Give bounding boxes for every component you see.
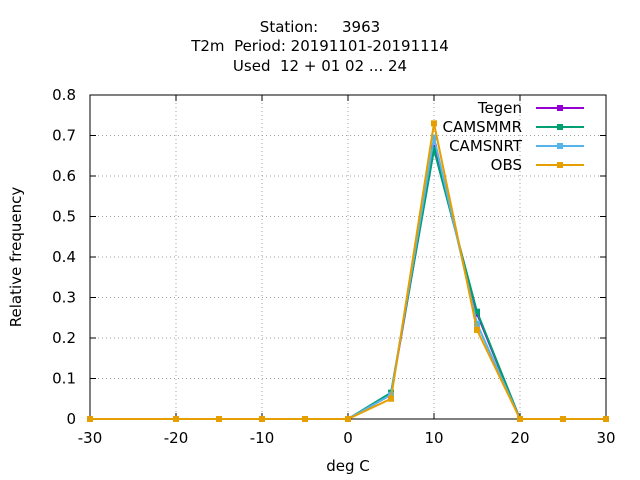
x-tick-label: -20 xyxy=(164,429,189,447)
data-point-obs xyxy=(216,416,222,422)
series-line-obs xyxy=(90,123,606,420)
chart-title-line-2: T2m Period: 20191101-20191114 xyxy=(191,37,449,55)
x-tick-label: 20 xyxy=(510,429,529,447)
y-tick-label: 0 xyxy=(66,410,76,428)
legend-label-tegen: Tegen xyxy=(477,99,522,117)
data-point-obs xyxy=(388,395,394,402)
data-point-obs xyxy=(173,416,179,422)
x-tick-label: 10 xyxy=(424,429,443,447)
data-point-obs xyxy=(474,326,480,333)
data-point-obs xyxy=(517,416,523,422)
x-tick-label: 0 xyxy=(343,429,353,447)
legend-marker-camsnrt xyxy=(557,143,563,149)
x-tick-label: -10 xyxy=(250,429,275,447)
y-tick-label: 0.1 xyxy=(52,370,76,388)
legend-marker-obs xyxy=(557,162,563,168)
data-point-obs xyxy=(345,416,351,422)
data-point-obs xyxy=(259,416,265,422)
legend-label-obs: OBS xyxy=(491,156,522,174)
series-layer xyxy=(87,120,609,422)
legend-label-camsmmr: CAMSMMR xyxy=(442,118,522,136)
axis-ticks: -30 -20 -10 0 10 20 30 0 0.1 0.2 0.3 0.4 0.5 0.6 0.7 0.… xyxy=(52,86,615,447)
y-tick-label: 0.7 xyxy=(52,127,76,145)
data-point-camsnrt xyxy=(431,134,437,141)
data-point-obs xyxy=(87,416,93,422)
data-point-obs xyxy=(603,416,609,422)
chart-title-line-3: Used 12 + 01 02 ... 24 xyxy=(232,57,408,75)
chart-title-line-1: Station: 3963 xyxy=(259,18,381,36)
y-tick-label: 0.4 xyxy=(52,248,76,266)
legend-label-camsnrt: CAMSNRT xyxy=(449,137,523,155)
data-point-obs xyxy=(560,416,566,422)
y-axis-label: Relative frequency xyxy=(7,187,25,328)
y-tick-label: 0.5 xyxy=(52,208,76,226)
x-tick-label: 30 xyxy=(596,429,615,447)
data-point-obs xyxy=(302,416,308,422)
x-axis-label: deg C xyxy=(326,457,370,475)
grid xyxy=(90,95,606,419)
data-point-obs xyxy=(431,120,437,127)
y-tick-label: 0.8 xyxy=(52,86,76,104)
y-tick-label: 0.6 xyxy=(52,167,76,185)
x-tick-label: -30 xyxy=(78,429,103,447)
legend-marker-tegen xyxy=(557,105,563,111)
legend-marker-camsmmr xyxy=(557,124,563,130)
y-tick-label: 0.3 xyxy=(52,289,76,307)
data-point-camsmmr xyxy=(431,146,437,153)
series-line-camsmmr xyxy=(90,149,606,420)
y-tick-label: 0.2 xyxy=(52,329,76,347)
data-point-camsmmr xyxy=(474,308,480,315)
data-point-camsnrt xyxy=(474,320,480,327)
